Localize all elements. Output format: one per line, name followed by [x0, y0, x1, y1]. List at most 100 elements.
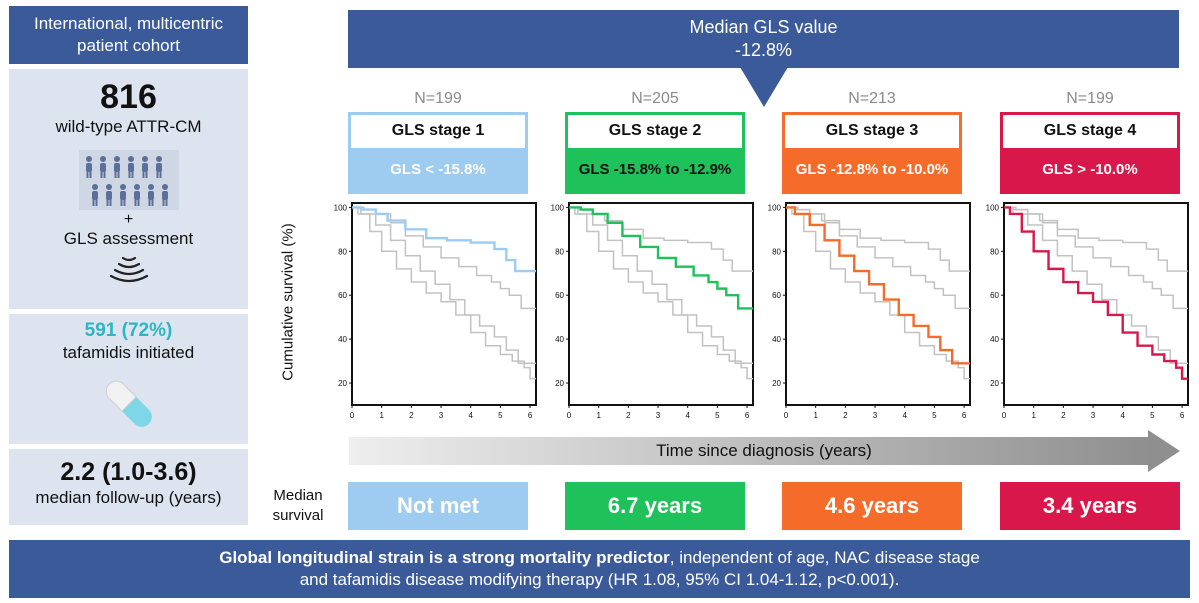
stage1-box: GLS stage 1 GLS < -15.8% [348, 112, 528, 194]
km-plot-stage3: 20 40 60 80 100 0 1 2 3 4 5 6 [768, 202, 971, 420]
followup-value: 2.2 (1.0-3.6) [60, 458, 197, 486]
people-icon [78, 150, 179, 210]
y-tick-label: 40 [772, 335, 781, 344]
y-tick-label: 20 [990, 379, 999, 388]
patient-count: 816 [100, 78, 157, 116]
km-curve-gls-stage-3 [786, 206, 970, 365]
median-survival-label-line2: survival [272, 507, 324, 524]
stage1-n: N=199 [414, 90, 462, 107]
conclusion-line2: and tafamidis disease modifying therapy … [299, 570, 900, 589]
tafamidis-count: 591 (72%) [84, 320, 173, 341]
x-tick-label: 6 [962, 411, 967, 420]
pill-icon [9, 372, 248, 441]
cohort-box: 816 wild-type ATTR-CM + GLS assessment [9, 69, 248, 309]
km-curve-gls-stage-1 [352, 206, 536, 273]
x-tick-label: 5 [715, 411, 720, 420]
stage4-title: GLS stage 4 [1003, 115, 1177, 148]
km-curve-gls-stage-2-grey [786, 206, 970, 310]
median-gls-title: Median GLS value [689, 17, 838, 37]
banner-pointer [740, 67, 788, 107]
x-tick-label: 1 [379, 411, 384, 420]
median-gls-banner: Median GLS value -12.8% [348, 10, 1179, 68]
x-tick-label: 5 [932, 411, 937, 420]
cohort-header: International, multicentric patient coho… [9, 6, 248, 64]
stage4-box: GLS stage 4 GLS > -10.0% [1000, 112, 1180, 194]
x-tick-label: 0 [784, 411, 789, 420]
stage3-median-survival: 4.6 years [782, 482, 962, 530]
km-plot-stage1: 20 40 60 80 100 0 1 2 3 4 5 6 [334, 202, 537, 420]
x-tick-label: 4 [685, 411, 690, 420]
stage3-n: N=213 [848, 90, 896, 107]
x-tick-label: 4 [468, 411, 473, 420]
x-tick-label: 0 [1002, 411, 1007, 420]
cohort-header-line1: International, multicentric [34, 14, 223, 33]
km-curve-gls-stage-3-grey [569, 206, 753, 365]
km-curve-gls-stage-3-grey [352, 206, 536, 365]
stage1-gls-range: GLS < -15.8% [351, 148, 525, 191]
stage3-gls-range: GLS -12.8% to -10.0% [785, 148, 959, 191]
y-tick-label: 60 [772, 291, 781, 300]
y-tick-label: 60 [555, 291, 564, 300]
y-tick-label: 80 [772, 247, 781, 256]
y-tick-label: 40 [990, 335, 999, 344]
patient-count-label: wild-type ATTR-CM [55, 117, 202, 136]
y-tick-label: 20 [338, 379, 347, 388]
y-tick-label: 20 [772, 379, 781, 388]
x-tick-label: 6 [1180, 411, 1185, 420]
median-survival-label: Median survival [258, 486, 338, 526]
conclusion-bold: Global longitudinal strain is a strong m… [219, 548, 670, 567]
stage1-title: GLS stage 1 [351, 115, 525, 148]
km-curve-gls-stage-3-grey [1004, 206, 1188, 365]
x-tick-label: 1 [1031, 411, 1036, 420]
stage2-gls-range: GLS -15.8% to -12.9% [568, 148, 742, 191]
conclusion-line1: Global longitudinal strain is a strong m… [9, 547, 1190, 569]
conclusion-banner: Global longitudinal strain is a strong m… [9, 540, 1190, 598]
followup-label: median follow-up (years) [35, 488, 222, 507]
x-tick-label: 2 [409, 411, 414, 420]
x-tick-label: 4 [902, 411, 907, 420]
km-plot-stage4: 20 40 60 80 100 0 1 2 3 4 5 6 [986, 202, 1189, 420]
stage3-title: GLS stage 3 [785, 115, 959, 148]
x-tick-label: 2 [843, 411, 848, 420]
time-arrow-head [1148, 430, 1180, 472]
x-tick-label: 2 [1061, 411, 1066, 420]
gls-assessment-label: GLS assessment [63, 229, 194, 248]
stage2-n: N=205 [631, 90, 679, 107]
followup-box: 2.2 (1.0-3.6) median follow-up (years) [9, 449, 248, 525]
stage2-median-survival: 6.7 years [565, 482, 745, 530]
tafamidis-box: 591 (72%) tafamidis initiated [9, 314, 248, 444]
y-tick-label: 40 [555, 335, 564, 344]
ultrasound-icon [9, 254, 248, 289]
y-tick-label: 100 [986, 203, 1000, 212]
y-tick-label: 80 [338, 247, 347, 256]
time-arrow [349, 437, 1149, 465]
plus-sign: + [123, 211, 134, 228]
x-tick-label: 1 [813, 411, 818, 420]
stage2-title: GLS stage 2 [568, 115, 742, 148]
stage4-median-survival: 3.4 years [1000, 482, 1180, 530]
x-tick-label: 4 [1120, 411, 1125, 420]
y-tick-label: 80 [555, 247, 564, 256]
km-curve-gls-stage-2-grey [1004, 206, 1188, 310]
plot-frame [785, 202, 971, 406]
stage4-gls-range: GLS > -10.0% [1003, 148, 1177, 191]
x-tick-label: 3 [656, 411, 661, 420]
y-tick-label: 60 [990, 291, 999, 300]
stage4-n: N=199 [1066, 90, 1114, 107]
x-tick-label: 6 [745, 411, 750, 420]
x-tick-label: 2 [626, 411, 631, 420]
x-axis-label: Time since diagnosis (years) [656, 441, 872, 460]
x-tick-label: 5 [1150, 411, 1155, 420]
y-tick-label: 20 [555, 379, 564, 388]
plot-frame [568, 202, 754, 406]
y-axis-label: Cumulative survival (%) [279, 223, 297, 381]
y-tick-label: 100 [768, 203, 782, 212]
x-tick-label: 6 [528, 411, 533, 420]
stage2-box: GLS stage 2 GLS -15.8% to -12.9% [565, 112, 745, 194]
x-tick-label: 3 [439, 411, 444, 420]
median-gls-value: -12.8% [734, 40, 793, 60]
km-curve-gls-stage-4-grey [352, 206, 536, 380]
plot-frame [1003, 202, 1189, 406]
km-plot-stage2: 20 40 60 80 100 0 1 2 3 4 5 6 [551, 202, 754, 420]
stage3-box: GLS stage 3 GLS -12.8% to -10.0% [782, 112, 962, 194]
